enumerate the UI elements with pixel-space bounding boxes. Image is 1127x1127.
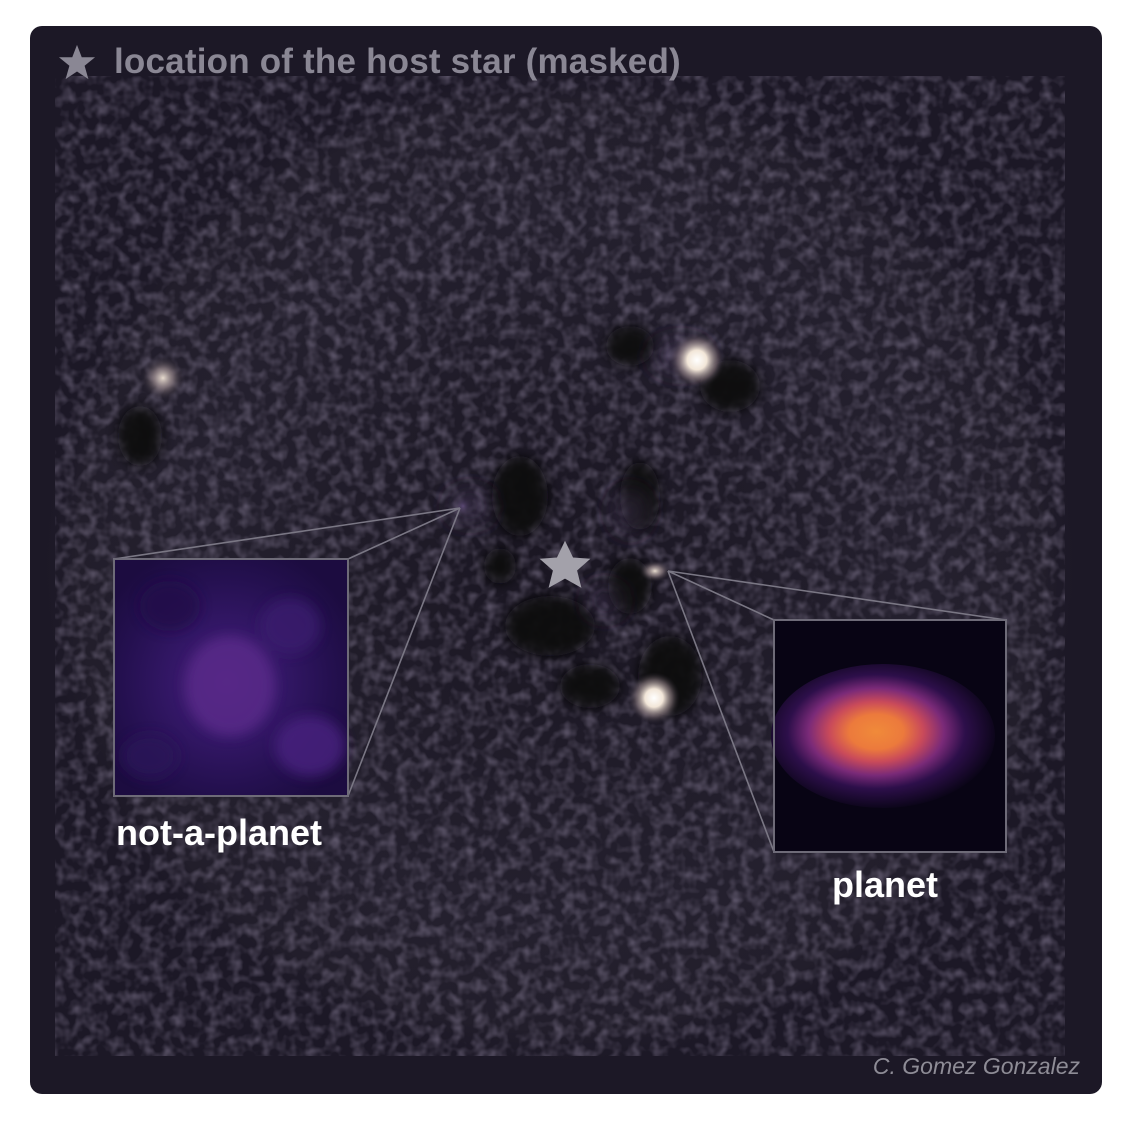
not-a-planet-label: not-a-planet [116,812,322,853]
source-upper-left [141,356,185,400]
planet-inset [771,619,1007,853]
source-upper-right [669,332,725,388]
planet-source [639,560,671,582]
not-a-planet-source [453,496,473,516]
star-icon [58,44,96,80]
host-star-icon [539,540,591,588]
image-credit: C. Gomez Gonzalez [872,1053,1080,1079]
legend-text: location of the host star (masked) [114,42,681,81]
image-frame: location of the host star (masked) not-a… [30,26,1102,1094]
sky-image [35,61,1085,1071]
planet-label: planet [832,864,939,905]
legend: location of the host star (masked) [58,42,681,82]
source-lower [628,672,680,724]
not-a-planet-inset [113,558,349,797]
